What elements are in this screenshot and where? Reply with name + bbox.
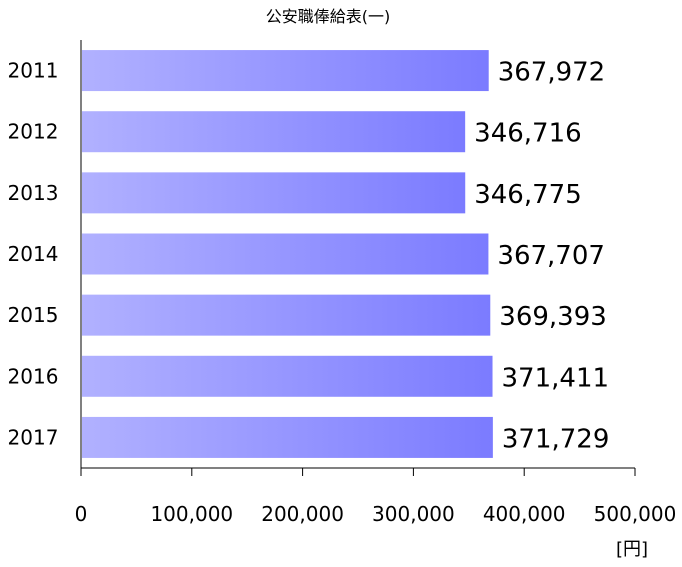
value-label-2012: 346,716 (474, 119, 582, 149)
x-tick-label-0: 0 (75, 502, 88, 526)
value-label-2015: 369,393 (499, 302, 607, 332)
bar-2011 (82, 50, 489, 92)
value-label-2013: 346,775 (474, 180, 582, 210)
bar-2015 (82, 294, 491, 336)
x-tick-label-4: 400,000 (483, 502, 566, 526)
category-labels: 2011 2012 2013 2014 2015 2016 2017 (8, 59, 59, 450)
category-label-2017: 2017 (8, 425, 59, 449)
value-label-2014: 367,707 (497, 241, 605, 271)
value-label-2017: 371,729 (502, 424, 610, 454)
category-label-2015: 2015 (8, 303, 59, 327)
unit-label: [円] (616, 539, 648, 560)
value-label-2016: 371,411 (502, 363, 610, 393)
value-label-2011: 367,972 (498, 58, 606, 88)
x-tick-label-5: 500,000 (594, 502, 677, 526)
bar-2017 (82, 416, 493, 458)
x-tick-label-3: 300,000 (372, 502, 455, 526)
bar-2016 (82, 355, 493, 397)
bar-2013 (82, 172, 466, 214)
x-axis-ticks: 0 100,000 200,000 300,000 400,000 500,000 (75, 468, 677, 526)
category-label-2012: 2012 (8, 120, 59, 144)
bar-2012 (82, 111, 466, 153)
value-labels: 367,972 346,716 346,775 367,707 369,393 371,4… (474, 58, 609, 455)
bar-2014 (82, 233, 489, 275)
category-label-2011: 2011 (8, 59, 59, 83)
x-tick-label-2: 200,000 (261, 502, 344, 526)
chart-title: 公安職俸給表(一) (266, 7, 391, 26)
x-tick-label-1: 100,000 (150, 502, 233, 526)
bars-group (82, 50, 493, 458)
category-label-2016: 2016 (8, 364, 59, 388)
category-label-2013: 2013 (8, 181, 59, 205)
category-label-2014: 2014 (8, 242, 59, 266)
